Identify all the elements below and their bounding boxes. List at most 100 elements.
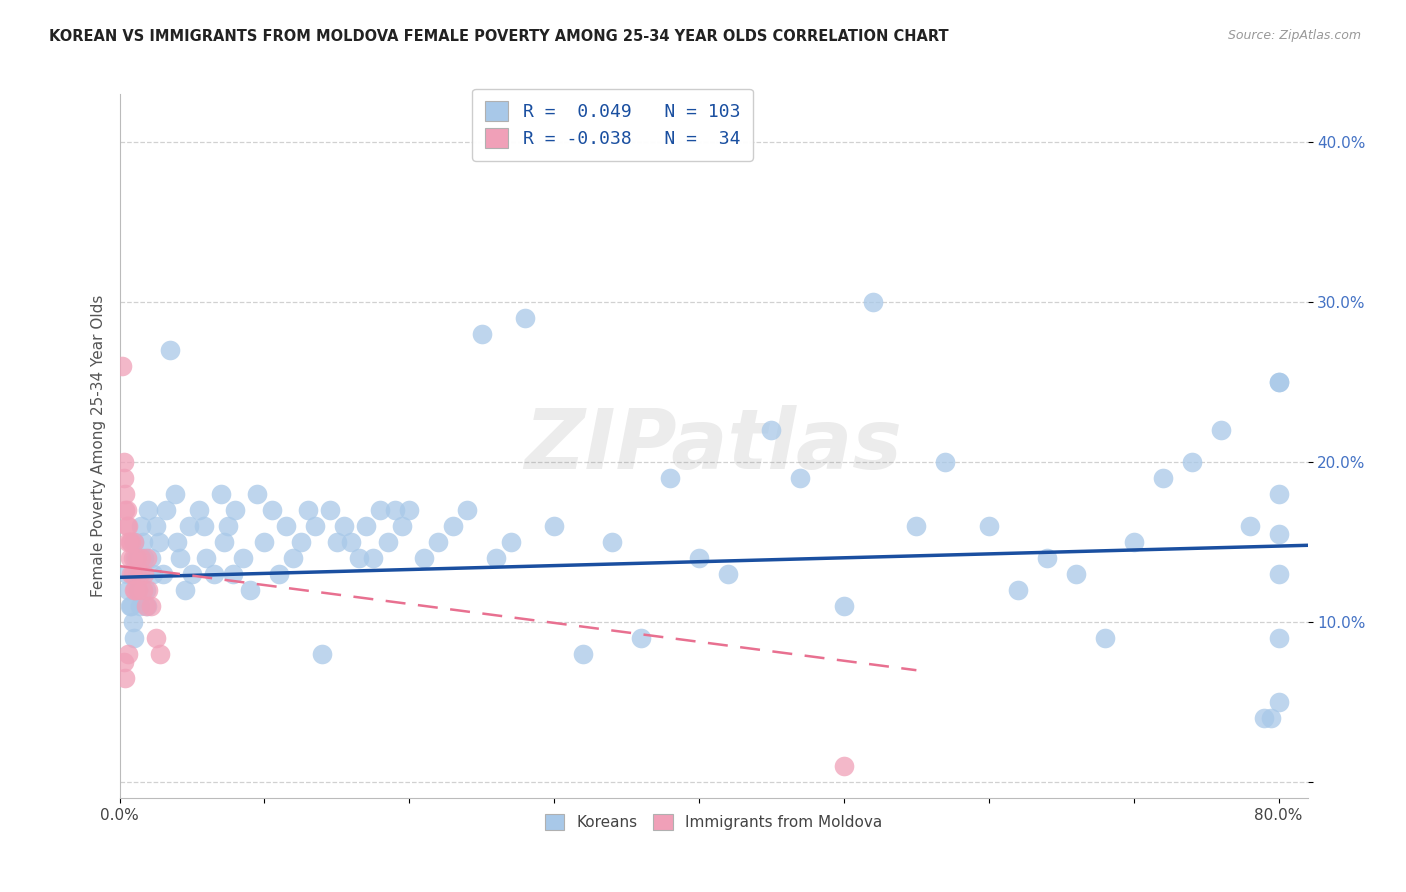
Point [304,519,326,533]
Point [1007,583,1029,598]
Point [1239,519,1261,533]
Point [115,503,138,517]
Point [118,535,141,549]
Point [114,671,136,685]
Point [246,487,269,501]
Point [131,535,153,549]
Point [688,551,710,566]
Point [267,567,290,582]
Point [145,519,167,533]
Point [173,583,195,598]
Point [118,599,141,614]
Point [114,503,136,517]
Point [377,535,399,549]
Point [142,567,165,582]
Point [934,455,956,469]
Point [260,503,283,517]
Point [398,503,420,517]
Point [572,647,595,661]
Point [471,326,494,341]
Point [115,567,138,582]
Point [311,647,333,661]
Point [122,535,145,549]
Point [499,535,522,549]
Point [1267,487,1289,501]
Point [111,359,134,373]
Point [600,535,623,549]
Point [129,551,152,566]
Point [977,519,1000,533]
Point [485,551,508,566]
Point [120,567,142,582]
Point [283,551,305,566]
Point [148,535,170,549]
Point [543,519,565,533]
Text: ZIPatlas: ZIPatlas [524,406,903,486]
Point [169,551,191,566]
Point [905,519,928,533]
Point [333,519,356,533]
Point [152,567,174,582]
Point [1267,695,1289,709]
Point [221,567,243,582]
Point [1094,631,1116,645]
Point [340,535,363,549]
Legend: Koreans, Immigrants from Moldova: Koreans, Immigrants from Moldova [538,807,889,837]
Point [114,487,136,501]
Point [1253,711,1275,725]
Point [120,535,142,549]
Point [212,535,235,549]
Point [134,551,156,566]
Point [1064,567,1087,582]
Point [122,631,145,645]
Y-axis label: Female Poverty Among 25-34 Year Olds: Female Poverty Among 25-34 Year Olds [90,295,105,597]
Point [1267,527,1289,541]
Point [155,503,177,517]
Point [832,599,855,614]
Point [1209,423,1232,437]
Point [122,535,145,549]
Point [456,503,478,517]
Point [361,551,384,566]
Point [117,535,139,549]
Point [124,551,146,566]
Point [135,599,157,614]
Point [659,471,682,485]
Point [125,567,148,582]
Point [115,519,138,533]
Point [253,535,276,549]
Point [163,487,186,501]
Point [127,583,149,598]
Point [181,567,204,582]
Point [125,551,148,566]
Point [112,471,135,485]
Point [121,615,143,630]
Point [138,583,160,598]
Point [120,599,142,614]
Point [368,503,391,517]
Point [1267,567,1289,582]
Point [128,567,150,582]
Point [128,599,150,614]
Text: Source: ZipAtlas.com: Source: ZipAtlas.com [1227,29,1361,42]
Point [121,551,143,566]
Point [1267,375,1289,389]
Point [209,487,232,501]
Point [202,567,225,582]
Point [318,503,340,517]
Point [717,567,740,582]
Point [122,583,145,598]
Point [515,310,537,325]
Point [149,647,172,661]
Point [290,535,312,549]
Point [1267,631,1289,645]
Point [118,551,141,566]
Point [127,583,149,598]
Point [276,519,298,533]
Point [135,583,157,598]
Point [136,551,159,566]
Point [193,519,215,533]
Point [138,503,160,517]
Point [1122,535,1144,549]
Point [166,535,188,549]
